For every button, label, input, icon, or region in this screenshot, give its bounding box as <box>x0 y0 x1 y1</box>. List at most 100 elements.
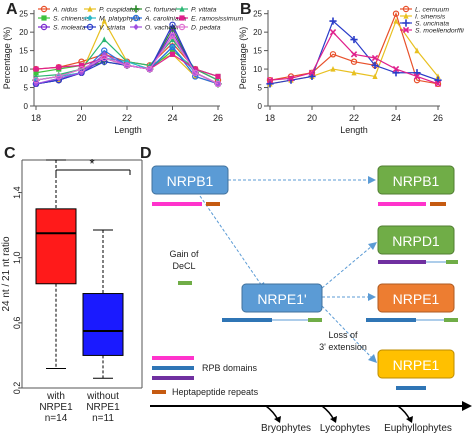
panel-b-line-chart: Percentage (%) Length 18 20 22 24 26 0 5 10 15 20… <box>238 5 464 135</box>
node-nrpe1-orange-label: NRPE1 <box>393 291 440 307</box>
annotation-gain-line1: Gain of <box>169 249 199 259</box>
panel-c-box-plot: 24 nt / 21 nt ratio 0.2 0.6 1.0 1.4 withNRPE… <box>1 156 143 424</box>
domain-bar-heptapeptide-nrpb1-left <box>206 202 220 206</box>
box-iqr <box>82 293 124 356</box>
panelB-y-tick-label: 10 <box>253 65 262 74</box>
box-group-label: n=14 <box>45 413 68 424</box>
arrowhead-nrpe1-yellow <box>368 354 377 363</box>
panelA-legend-label: A. nidus <box>52 7 78 14</box>
panelB-point <box>393 17 399 24</box>
domain-bar-rpb-magenta-nrpb1-left <box>152 202 202 206</box>
panelB-point <box>392 69 400 77</box>
timeline-branch-euphyllophytes <box>397 405 411 421</box>
arrow-to-nrpd1 <box>321 245 373 289</box>
panelB-series-line-0 <box>269 11 439 85</box>
panelB-point <box>329 17 337 25</box>
panelA-point <box>101 54 108 62</box>
panelA-point <box>214 80 222 88</box>
annotation-loss-line1: Loss of <box>328 330 358 340</box>
panel-d-evolution-diagram: NRPB1 NRPB1 NRPD1 NRPE1' NRPE1 NRPE1 Gai… <box>150 165 472 434</box>
panelA-legend-label: C. fortunei <box>145 7 177 14</box>
arrow-to-nrpe1-yellow <box>321 305 373 359</box>
panelA-legend-marker <box>132 5 140 13</box>
node-nrpb1-right <box>377 165 455 195</box>
node-nrpe1-prime <box>241 283 323 313</box>
panelB-point <box>350 58 358 65</box>
panel-c-y-tick-label: 1.4 <box>12 186 22 199</box>
panelB-legend-label: L. cernuum <box>415 7 449 14</box>
panelA-point <box>56 64 62 70</box>
panelB-point <box>392 65 400 73</box>
domain-bar-rpb-blue-nrpe1-yellow <box>396 386 426 390</box>
timeline-label-lycophytes: Lycophytes <box>320 423 370 434</box>
panelA-legend-label: E. ramosissimum <box>191 16 243 23</box>
panelB-x-tick-label: 22 <box>349 113 359 123</box>
panelB-point <box>434 76 442 84</box>
panelA-legend-label: S. chinensis <box>53 16 90 23</box>
panelB-point <box>330 65 336 72</box>
panel-c-y-label: 24 nt / 21 nt ratio <box>1 236 12 311</box>
domain-bar-decl-nrpe1-prime <box>308 318 322 322</box>
node-nrpb1-right-label: NRPB1 <box>393 173 440 189</box>
panelA-legend-label: O. vachellii <box>145 25 179 32</box>
panel-c-y-tick-label: 0.6 <box>12 317 22 330</box>
panelB-point <box>371 54 379 62</box>
domain-bar-rpb-blue-nrpe1-orange <box>366 318 416 322</box>
panelA-legend-marker <box>132 14 140 22</box>
panelB-y-tick-label: 20 <box>253 28 262 37</box>
node-nrpb1-left-label: NRPB1 <box>167 173 214 189</box>
panelA-point <box>169 36 176 43</box>
panelB-x-tick-label: 24 <box>391 113 401 123</box>
panelB-legend-marker <box>402 26 410 34</box>
panelA-y-tick-label: 10 <box>19 65 28 74</box>
legend-swatch-heptapeptide <box>152 390 166 394</box>
panelB-x-tick-label: 20 <box>307 113 317 123</box>
panelA-legend-label: M. platyphylla <box>99 16 141 23</box>
panelB-legend-marker <box>402 19 410 27</box>
panelB-legend-marker <box>402 5 410 13</box>
panelB-point <box>308 72 316 81</box>
panel-c-y-tick-label: 0.2 <box>12 382 22 395</box>
panelB-y-tick-label: 25 <box>253 10 262 19</box>
panelB-point <box>371 61 379 69</box>
panelA-series-line-11 <box>35 34 219 85</box>
arrow-nrpb1-to-nrpe1-prime <box>199 195 263 287</box>
panelA-legend-marker <box>87 14 93 22</box>
timeline-branch-lycophytes <box>321 405 335 421</box>
panelA-y-tick-label: 20 <box>19 28 28 37</box>
panelA-point <box>78 69 85 76</box>
legend-label-heptapeptide: Heptapeptide repeats <box>172 387 259 397</box>
box-iqr <box>35 208 77 285</box>
panelA-point <box>33 70 39 76</box>
panelB-point <box>329 51 337 58</box>
box-group-label: NRPE1 <box>39 402 73 413</box>
box-group-label: with <box>46 391 65 402</box>
legend-swatch-rpb-purple <box>152 376 194 380</box>
panelA-point <box>192 69 199 76</box>
panelA-point <box>78 62 85 68</box>
node-nrpb1-left <box>151 165 229 195</box>
panelA-point <box>146 65 153 73</box>
panel-a-line-chart: Percentage (%) Length 18 20 22 24 26 0 5 10 15 20… <box>2 5 243 135</box>
panelB-point <box>413 69 421 77</box>
panel-c-y-tick-label: 1.0 <box>12 251 22 264</box>
panelA-legend-label: D. pedata <box>191 25 221 32</box>
panelB-point <box>308 69 316 76</box>
panelA-point <box>169 48 176 54</box>
panelB-point <box>266 80 274 88</box>
timeline-arrowhead <box>462 401 472 411</box>
panelA-point <box>169 21 176 28</box>
annotation-gain-line2: DeCL <box>172 261 195 271</box>
panelA-legend-marker <box>41 15 47 21</box>
panelB-point <box>266 76 274 84</box>
panelA-point <box>56 75 62 82</box>
branch-arrowhead-euphyllophytes <box>406 416 413 423</box>
timeline-label-bryophytes: Bryophytes <box>261 423 311 434</box>
node-nrpe1-prime-label: NRPE1' <box>257 291 306 307</box>
panelA-x-tick-label: 22 <box>122 113 132 123</box>
domain-bar-rpb-blue-nrpe1-prime <box>222 318 272 322</box>
panelB-y-tick-label: 0 <box>258 102 263 111</box>
panel-b-y-label: Percentage (%) <box>238 27 248 90</box>
panelA-legend-marker <box>87 5 93 12</box>
panelA-point <box>101 58 108 65</box>
